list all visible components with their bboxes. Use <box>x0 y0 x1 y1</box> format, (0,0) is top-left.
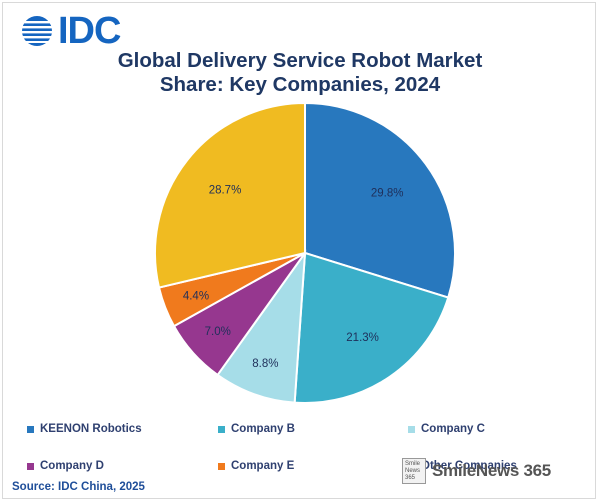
globe-icon <box>22 16 52 46</box>
data-label-3: 7.0% <box>205 326 231 338</box>
pie-slice-0 <box>304 101 456 299</box>
data-label-4: 4.4% <box>183 290 209 302</box>
legend-item-4: Company E <box>218 460 294 472</box>
data-label-5: 28.7% <box>209 185 242 197</box>
chart-frame <box>2 2 596 499</box>
source-note: Source: IDC China, 2025 <box>12 481 145 493</box>
watermark-badge: Smile News 365 <box>402 458 426 484</box>
pie-slice-5 <box>154 101 306 289</box>
legend-label: Company B <box>231 423 295 435</box>
watermark: Smile News 365 SmileNews 365 <box>402 458 551 484</box>
legend-swatch <box>408 425 415 433</box>
legend-swatch <box>218 425 225 433</box>
legend-swatch <box>218 462 225 470</box>
legend-label: Company C <box>421 423 485 435</box>
legend-label: Other Companies <box>421 460 517 472</box>
legend-swatch <box>27 462 34 470</box>
legend-item-0: KEENON Robotics <box>27 423 142 435</box>
legend-label: Company E <box>231 460 295 472</box>
legend-label: KEENON Robotics <box>40 423 142 435</box>
legend-item-2: Company C <box>408 423 485 435</box>
legend-label: Company D <box>40 460 104 472</box>
data-label-1: 21.3% <box>346 332 379 344</box>
pie-slice-2 <box>216 249 307 404</box>
legend-swatch <box>27 425 34 433</box>
logo-text: IDC <box>58 10 121 52</box>
pie-slice-1 <box>293 251 450 404</box>
chart-title-line1: Global Delivery Service Robot Market <box>117 49 483 72</box>
legend-item-3: Company D <box>27 460 104 472</box>
idc-logo: IDC <box>20 10 121 52</box>
chart-title-line2: Share: Key Companies, 2024 <box>159 73 441 96</box>
watermark-text: SmileNews 365 <box>432 461 551 480</box>
legend-item-1: Company B <box>218 423 295 435</box>
data-label-0: 29.8% <box>371 188 404 200</box>
data-label-2: 8.8% <box>252 358 278 370</box>
